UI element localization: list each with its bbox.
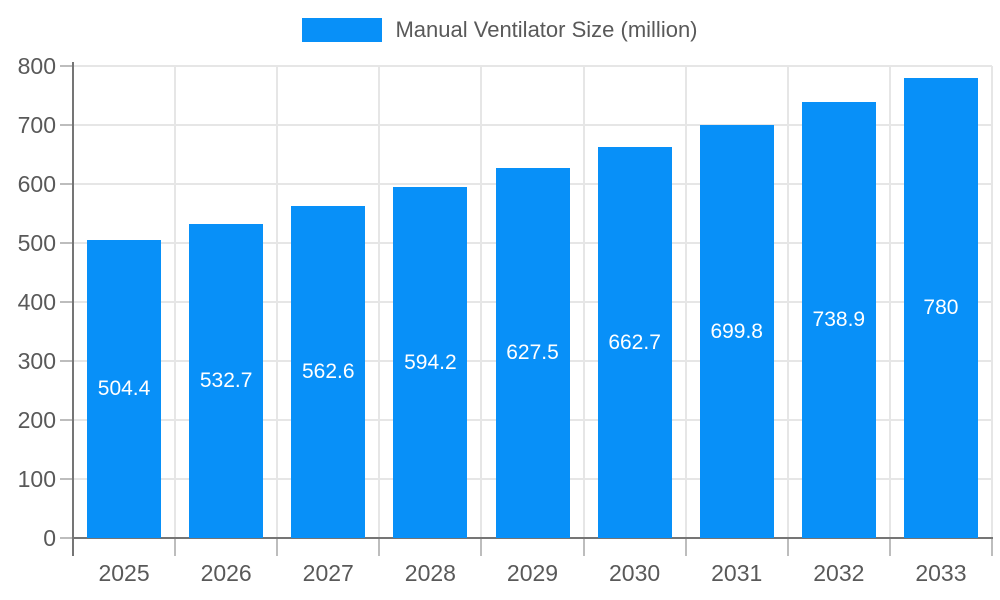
v-gridline <box>276 66 279 538</box>
x-tick-label: 2027 <box>302 560 354 586</box>
v-gridline <box>378 66 381 538</box>
x-axis-tick <box>684 538 687 556</box>
legend-label: Manual Ventilator Size (million) <box>395 17 698 42</box>
bar-value-label: 662.7 <box>608 330 661 354</box>
x-tick-label: 2031 <box>711 560 763 586</box>
y-axis-tick <box>60 478 73 480</box>
y-axis-tick <box>60 65 73 67</box>
y-tick-label: 0 <box>43 525 56 551</box>
bar-value-label: 594.2 <box>404 350 457 374</box>
y-axis-line <box>72 62 74 556</box>
y-axis-tick <box>60 419 73 421</box>
x-axis-line <box>72 537 993 539</box>
v-gridline <box>480 66 483 538</box>
bar-value-label: 532.7 <box>199 368 253 392</box>
v-gridline <box>582 66 585 538</box>
y-tick-label: 400 <box>17 289 56 315</box>
y-tick-label: 300 <box>17 348 56 374</box>
legend-item[interactable]: Manual Ventilator Size (million) <box>302 17 698 42</box>
y-axis-tick <box>60 124 73 126</box>
x-tick-label: 2026 <box>200 560 252 586</box>
bar-value-label: 699.8 <box>710 319 763 343</box>
x-tick-label: 2028 <box>404 560 456 586</box>
bar <box>699 125 774 538</box>
x-axis-tick <box>276 538 279 556</box>
y-tick-label: 700 <box>17 112 56 138</box>
x-tick-label: 2029 <box>506 560 559 586</box>
x-tick-label: 2032 <box>813 560 865 586</box>
h-gridline <box>73 65 992 67</box>
y-axis-tick <box>60 301 73 303</box>
bar-value-label: 738.9 <box>812 308 866 332</box>
x-axis-tick <box>991 538 993 556</box>
v-gridline <box>888 66 891 538</box>
v-gridline <box>684 66 687 538</box>
x-axis-tick <box>582 538 585 556</box>
legend: Manual Ventilator Size (million) <box>0 18 1000 42</box>
x-axis-tick <box>786 538 789 556</box>
bar <box>495 167 570 538</box>
bar <box>87 240 162 538</box>
y-axis-tick <box>60 360 73 362</box>
bar <box>393 187 468 538</box>
y-axis-tick <box>60 183 73 185</box>
bar-value-label: 627.5 <box>506 340 559 364</box>
x-tick-label: 2033 <box>915 560 967 586</box>
y-tick-label: 100 <box>17 466 56 492</box>
bar-value-label: 780 <box>923 295 959 319</box>
y-tick-label: 800 <box>17 53 56 79</box>
v-gridline <box>174 66 177 538</box>
y-tick-label: 500 <box>17 230 56 256</box>
x-tick-label: 2025 <box>98 560 150 586</box>
bar <box>189 223 264 538</box>
bar-value-label: 504.4 <box>97 377 151 401</box>
legend-swatch-icon <box>302 18 383 42</box>
x-axis-tick <box>480 538 483 556</box>
h-gridline <box>73 124 992 126</box>
y-axis-tick <box>60 242 73 244</box>
v-gridline <box>786 66 789 538</box>
bar <box>597 147 672 538</box>
bar <box>291 206 366 538</box>
y-axis-tick <box>60 537 73 539</box>
bar <box>903 77 978 538</box>
v-gridline <box>991 66 993 538</box>
x-axis-tick <box>888 538 891 556</box>
x-axis-tick <box>378 538 381 556</box>
y-tick-label: 600 <box>17 171 56 197</box>
bar-value-label: 562.6 <box>301 360 355 384</box>
bar <box>801 102 876 538</box>
y-tick-label: 200 <box>17 407 56 433</box>
x-axis-tick <box>174 538 177 556</box>
x-tick-label: 2030 <box>609 560 661 586</box>
